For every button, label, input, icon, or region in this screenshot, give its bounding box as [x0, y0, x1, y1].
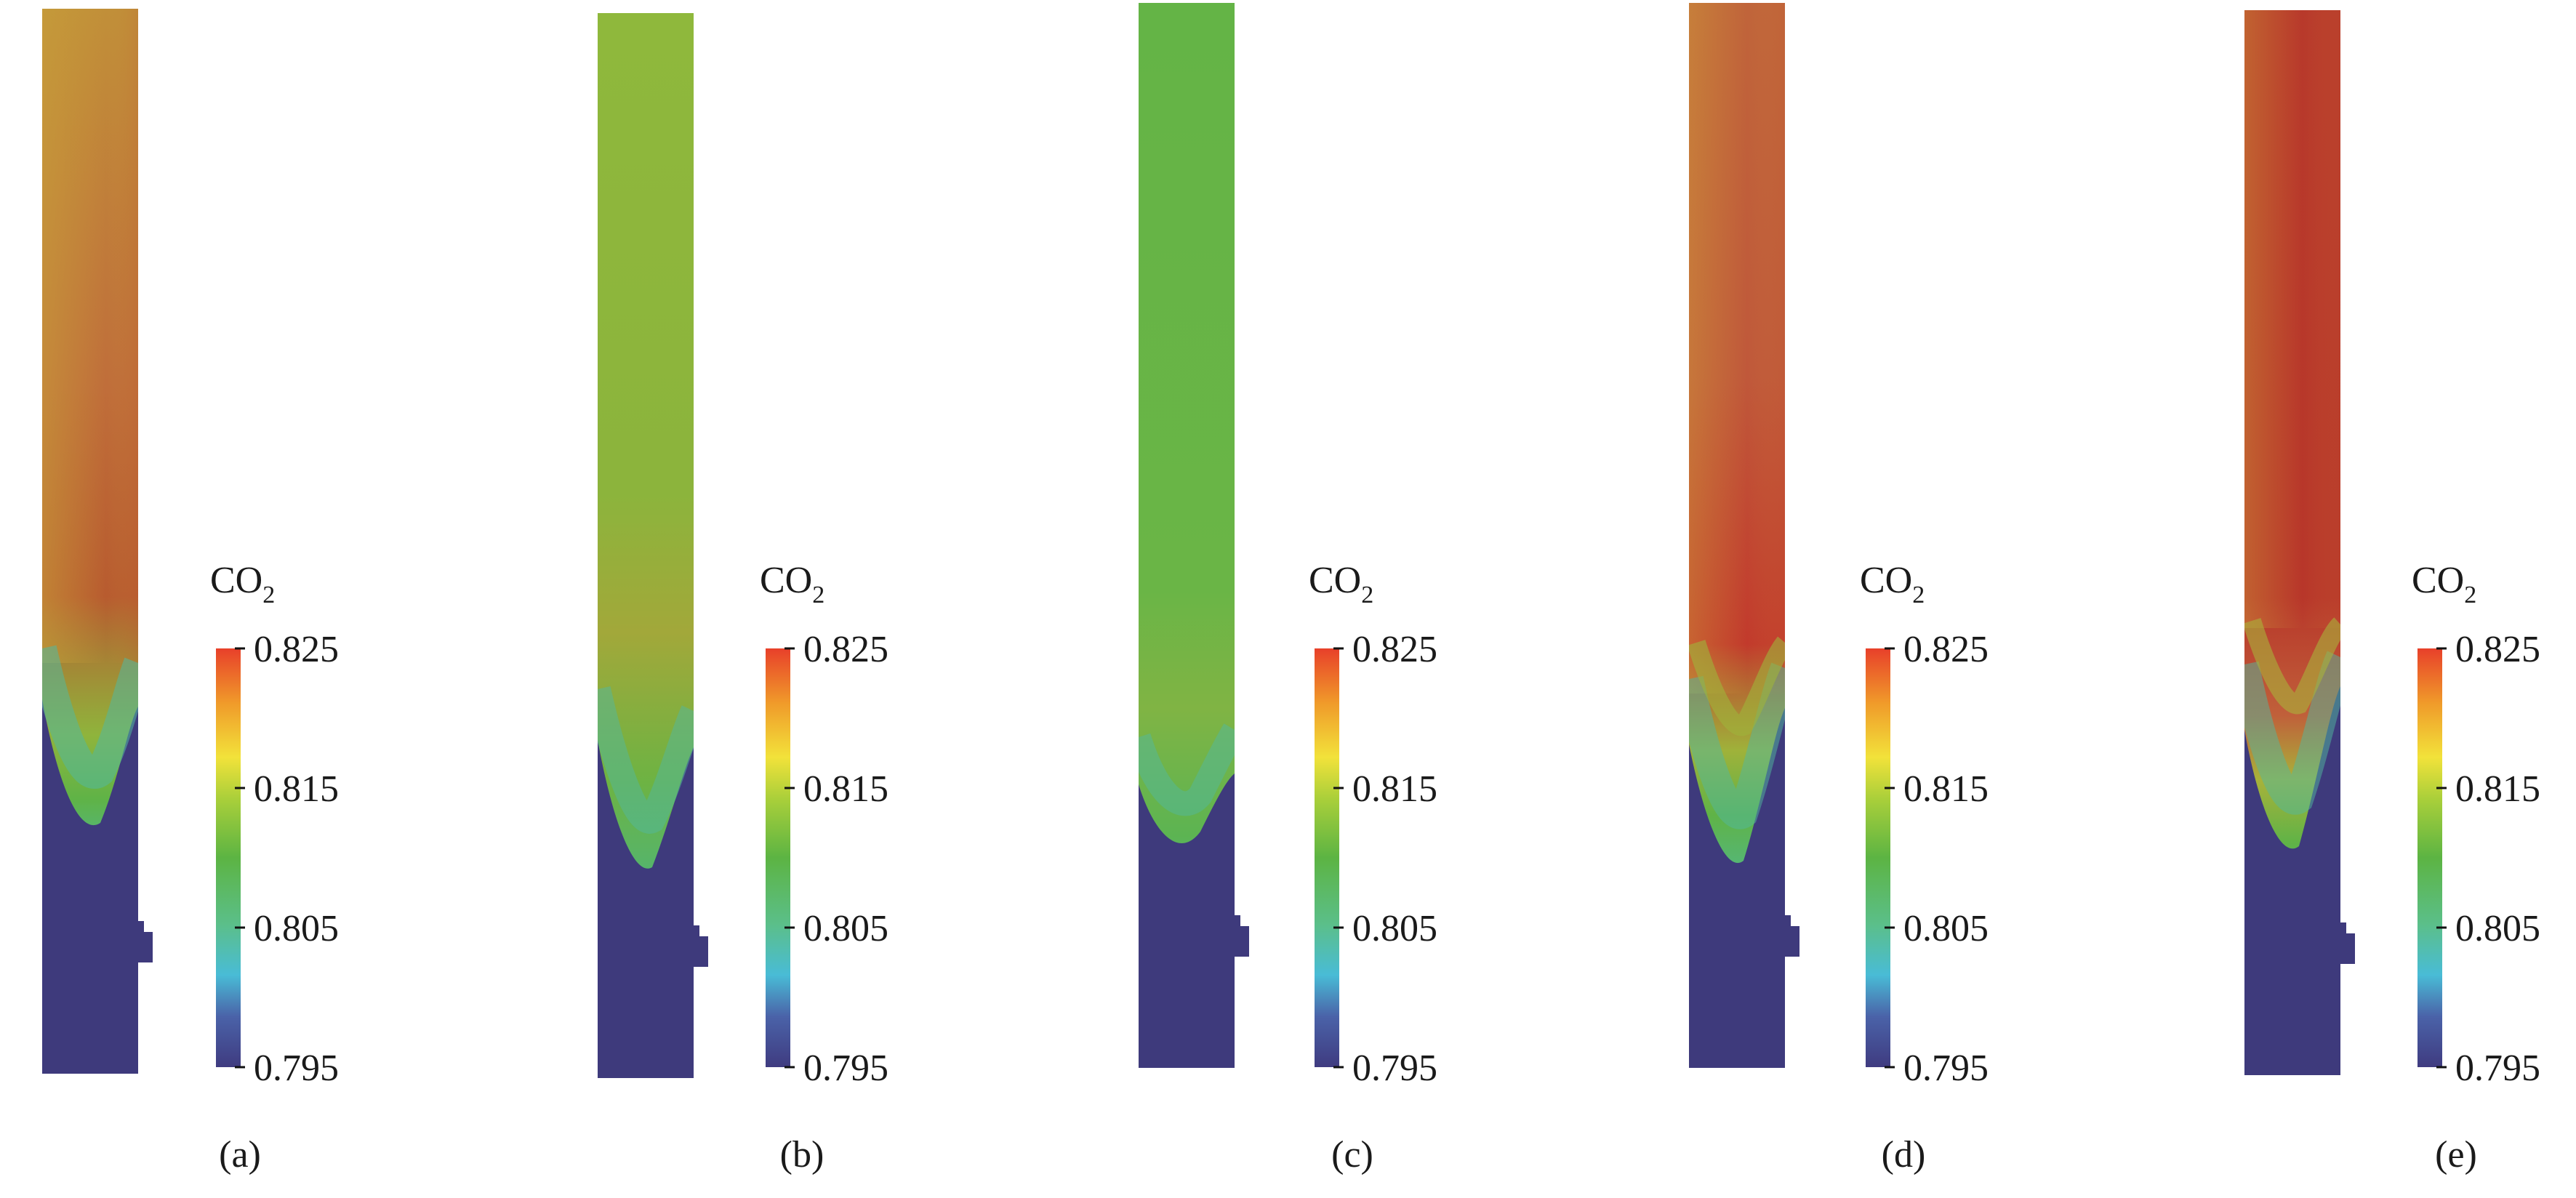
caption-c: (c)	[1331, 1134, 1373, 1175]
reactor-contour-b	[598, 13, 708, 1078]
colorbar-gradient	[766, 648, 790, 1067]
colorbar-d: CO2 0.825 0.815 0.805 0.795	[1860, 560, 1989, 1089]
tick-label-0815: 0.815	[803, 768, 888, 810]
tick-label-0795: 0.795	[803, 1048, 888, 1089]
tick-label-0805: 0.805	[803, 908, 888, 949]
reactor-contour-e	[2244, 10, 2355, 1075]
reactor-contour-d	[1689, 3, 1799, 1068]
colorbar-title: CO2	[2412, 560, 2476, 608]
tick-label-0805: 0.805	[2455, 908, 2540, 949]
panel-d	[1689, 3, 1799, 1068]
colorbar-title: CO2	[760, 560, 824, 608]
colorbar-title: CO2	[1860, 560, 1925, 608]
tick-label-0795: 0.795	[1352, 1048, 1437, 1089]
tick-label-0825: 0.825	[254, 629, 339, 670]
colorbar-gradient	[1866, 648, 1890, 1067]
colorbar-gradient	[2417, 648, 2442, 1067]
caption-b: (b)	[780, 1134, 824, 1175]
tick-label-0795: 0.795	[254, 1048, 339, 1089]
tick-label-0825: 0.825	[803, 629, 888, 670]
tick-label-0805: 0.805	[1352, 908, 1437, 949]
colorbar-a: CO2 0.825 0.815 0.805 0.795	[210, 560, 339, 1089]
caption-e: (e)	[2435, 1134, 2477, 1175]
colorbar-title: CO2	[1309, 560, 1373, 608]
panel-a	[42, 9, 153, 1074]
colorbar-title: CO2	[210, 560, 275, 608]
panel-c	[1139, 3, 1249, 1068]
tick-label-0795: 0.795	[1903, 1048, 1989, 1089]
caption-a: (a)	[219, 1134, 261, 1175]
colorbar-b: CO2 0.825 0.815 0.805 0.795	[760, 560, 888, 1089]
tick-label-0825: 0.825	[2455, 629, 2540, 670]
tick-label-0825: 0.825	[1903, 629, 1989, 670]
reactor-contour-c	[1139, 3, 1249, 1068]
tick-label-0825: 0.825	[1352, 629, 1437, 670]
reactor-contour-a	[42, 9, 153, 1074]
panel-e	[2244, 10, 2355, 1075]
caption-d: (d)	[1882, 1134, 1926, 1175]
colorbar-gradient	[1315, 648, 1339, 1067]
tick-label-0815: 0.815	[1352, 768, 1437, 810]
colorbar-gradient	[216, 648, 241, 1067]
tick-label-0805: 0.805	[254, 908, 339, 949]
colorbar-c: CO2 0.825 0.815 0.805 0.795	[1309, 560, 1437, 1089]
tick-label-0795: 0.795	[2455, 1048, 2540, 1089]
tick-label-0815: 0.815	[1903, 768, 1989, 810]
tick-label-0815: 0.815	[254, 768, 339, 810]
colorbar-e: CO2 0.825 0.815 0.805 0.795	[2412, 560, 2540, 1089]
panel-b	[598, 13, 708, 1078]
tick-label-0805: 0.805	[1903, 908, 1989, 949]
tick-label-0815: 0.815	[2455, 768, 2540, 810]
